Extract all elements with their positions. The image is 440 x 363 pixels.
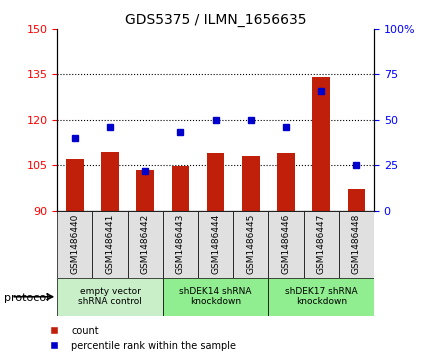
Bar	[304, 211, 339, 278]
Bar	[136, 170, 154, 211]
Bar	[163, 211, 198, 278]
Bar	[242, 156, 260, 211]
Bar	[92, 211, 128, 278]
Bar	[101, 152, 119, 211]
Text: GSM1486444: GSM1486444	[211, 214, 220, 274]
Bar	[66, 159, 84, 211]
Text: GSM1486443: GSM1486443	[176, 214, 185, 274]
Text: GSM1486445: GSM1486445	[246, 214, 255, 274]
Text: empty vector
shRNA control: empty vector shRNA control	[78, 287, 142, 306]
Bar	[339, 211, 374, 278]
Bar	[128, 211, 163, 278]
Title: GDS5375 / ILMN_1656635: GDS5375 / ILMN_1656635	[125, 13, 306, 26]
Bar	[198, 211, 233, 278]
Bar	[268, 278, 374, 316]
Bar	[348, 189, 365, 211]
Text: GSM1486441: GSM1486441	[106, 214, 114, 274]
Bar	[57, 211, 92, 278]
Text: GSM1486440: GSM1486440	[70, 214, 79, 274]
Text: GSM1486446: GSM1486446	[282, 214, 290, 274]
Text: GSM1486442: GSM1486442	[141, 214, 150, 274]
Text: shDEK14 shRNA
knockdown: shDEK14 shRNA knockdown	[180, 287, 252, 306]
Bar	[57, 278, 163, 316]
Text: shDEK17 shRNA
knockdown: shDEK17 shRNA knockdown	[285, 287, 358, 306]
Text: GSM1486448: GSM1486448	[352, 214, 361, 274]
Text: GSM1486447: GSM1486447	[317, 214, 326, 274]
Bar	[172, 166, 189, 211]
Bar	[233, 211, 268, 278]
Bar	[268, 211, 304, 278]
Text: protocol: protocol	[4, 293, 50, 303]
Legend: count, percentile rank within the sample: count, percentile rank within the sample	[40, 322, 240, 355]
Bar	[312, 77, 330, 211]
Bar	[207, 153, 224, 211]
Bar	[163, 278, 268, 316]
Bar	[277, 153, 295, 211]
